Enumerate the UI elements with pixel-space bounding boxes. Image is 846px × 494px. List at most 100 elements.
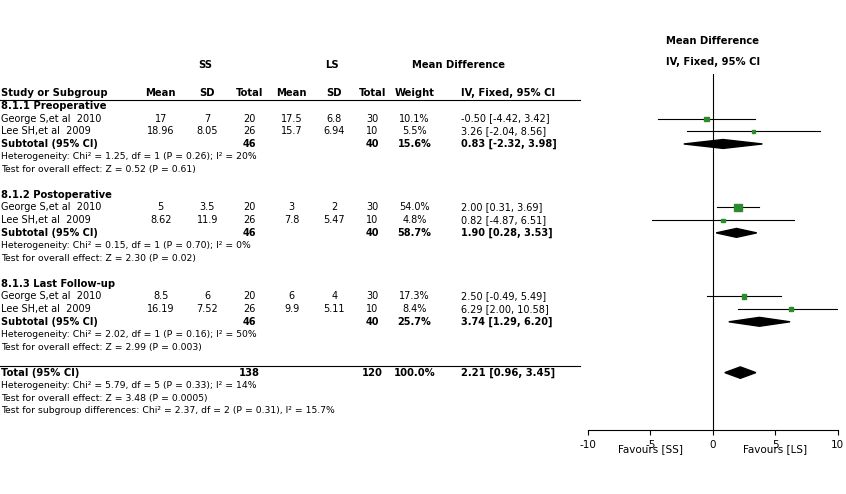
Text: Total: Total: [359, 88, 386, 98]
Text: 8.62: 8.62: [150, 215, 172, 225]
Text: -0.50 [-4.42, 3.42]: -0.50 [-4.42, 3.42]: [461, 114, 550, 124]
Text: Subtotal (95% CI): Subtotal (95% CI): [1, 139, 98, 149]
Text: 46: 46: [243, 228, 256, 238]
Text: 100.0%: 100.0%: [393, 368, 436, 377]
Text: Lee SH,et al  2009: Lee SH,et al 2009: [1, 126, 91, 136]
Text: 4: 4: [331, 291, 338, 301]
Text: 17.3%: 17.3%: [399, 291, 430, 301]
Text: 20: 20: [244, 203, 255, 212]
Text: 6: 6: [204, 291, 211, 301]
Text: George S,et al  2010: George S,et al 2010: [1, 291, 102, 301]
Text: 40: 40: [365, 228, 379, 238]
Text: 30: 30: [366, 203, 378, 212]
Text: 6.94: 6.94: [323, 126, 345, 136]
Text: 138: 138: [239, 368, 260, 377]
Text: 5.47: 5.47: [323, 215, 345, 225]
Text: 2.00 [0.31, 3.69]: 2.00 [0.31, 3.69]: [461, 203, 542, 212]
Text: 9.9: 9.9: [284, 304, 299, 314]
Text: 10: 10: [366, 215, 378, 225]
Text: IV, Fixed, 95% CI: IV, Fixed, 95% CI: [461, 88, 555, 98]
Polygon shape: [717, 228, 756, 237]
Text: 58.7%: 58.7%: [398, 228, 431, 238]
Text: 3.5: 3.5: [200, 203, 215, 212]
Text: Subtotal (95% CI): Subtotal (95% CI): [1, 228, 98, 238]
Text: Subtotal (95% CI): Subtotal (95% CI): [1, 317, 98, 327]
Text: 8.1.3 Last Follow-up: 8.1.3 Last Follow-up: [1, 279, 115, 288]
Text: 40: 40: [365, 139, 379, 149]
Text: 11.9: 11.9: [196, 215, 218, 225]
Text: 30: 30: [366, 291, 378, 301]
Text: Test for subgroup differences: Chi² = 2.37, df = 2 (P = 0.31), I² = 15.7%: Test for subgroup differences: Chi² = 2.…: [1, 406, 335, 415]
Text: SD: SD: [327, 88, 342, 98]
Text: Heterogeneity: Chi² = 0.15, df = 1 (P = 0.70); I² = 0%: Heterogeneity: Chi² = 0.15, df = 1 (P = …: [1, 241, 250, 250]
FancyBboxPatch shape: [722, 219, 724, 222]
Text: 10: 10: [366, 304, 378, 314]
Text: Test for overall effect: Z = 2.99 (P = 0.003): Test for overall effect: Z = 2.99 (P = 0…: [1, 343, 201, 352]
Text: 25.7%: 25.7%: [398, 317, 431, 327]
Text: 18.96: 18.96: [147, 126, 174, 136]
Text: 30: 30: [366, 114, 378, 124]
Text: 17.5: 17.5: [281, 114, 303, 124]
Polygon shape: [725, 367, 755, 378]
FancyBboxPatch shape: [742, 294, 746, 298]
Text: 26: 26: [244, 304, 255, 314]
Text: 0.82 [-4.87, 6.51]: 0.82 [-4.87, 6.51]: [461, 215, 547, 225]
Text: 10.1%: 10.1%: [399, 114, 430, 124]
Text: SD: SD: [200, 88, 215, 98]
Text: Lee SH,et al  2009: Lee SH,et al 2009: [1, 304, 91, 314]
Text: Heterogeneity: Chi² = 5.79, df = 5 (P = 0.33); I² = 14%: Heterogeneity: Chi² = 5.79, df = 5 (P = …: [1, 381, 256, 390]
Text: 8.05: 8.05: [196, 126, 218, 136]
Text: 20: 20: [244, 114, 255, 124]
Text: George S,et al  2010: George S,et al 2010: [1, 203, 102, 212]
Text: 16.19: 16.19: [147, 304, 174, 314]
Text: 120: 120: [362, 368, 382, 377]
Text: Total: Total: [236, 88, 263, 98]
Text: 5: 5: [157, 203, 164, 212]
Text: 7.52: 7.52: [196, 304, 218, 314]
Text: 20: 20: [244, 291, 255, 301]
Polygon shape: [684, 139, 762, 148]
Text: 8.5: 8.5: [153, 291, 168, 301]
Text: 2.50 [-0.49, 5.49]: 2.50 [-0.49, 5.49]: [461, 291, 547, 301]
Text: 54.0%: 54.0%: [399, 203, 430, 212]
Text: 17: 17: [155, 114, 167, 124]
Text: Lee SH,et al  2009: Lee SH,et al 2009: [1, 215, 91, 225]
Text: Test for overall effect: Z = 0.52 (P = 0.61): Test for overall effect: Z = 0.52 (P = 0…: [1, 165, 195, 174]
Text: Heterogeneity: Chi² = 1.25, df = 1 (P = 0.26); I² = 20%: Heterogeneity: Chi² = 1.25, df = 1 (P = …: [1, 152, 256, 161]
FancyBboxPatch shape: [733, 204, 742, 211]
Text: 15.7: 15.7: [281, 126, 303, 136]
Text: Mean Difference: Mean Difference: [413, 60, 505, 70]
Text: 5.11: 5.11: [323, 304, 345, 314]
Text: Study or Subgroup: Study or Subgroup: [1, 88, 107, 98]
Text: LS: LS: [325, 60, 339, 70]
Text: 6.29 [2.00, 10.58]: 6.29 [2.00, 10.58]: [461, 304, 549, 314]
Text: 2.21 [0.96, 3.45]: 2.21 [0.96, 3.45]: [461, 368, 555, 378]
FancyBboxPatch shape: [705, 117, 709, 121]
Text: Test for overall effect: Z = 3.48 (P = 0.0005): Test for overall effect: Z = 3.48 (P = 0…: [1, 394, 207, 403]
Text: 26: 26: [244, 215, 255, 225]
Text: 3.74 [1.29, 6.20]: 3.74 [1.29, 6.20]: [461, 317, 552, 327]
Text: 7.8: 7.8: [284, 215, 299, 225]
Text: 8.1.1 Preoperative: 8.1.1 Preoperative: [1, 101, 107, 111]
Text: 6: 6: [288, 291, 295, 301]
Text: 26: 26: [244, 126, 255, 136]
Text: 10: 10: [366, 126, 378, 136]
Text: 7: 7: [204, 114, 211, 124]
Text: SS: SS: [198, 60, 212, 70]
Text: Mean: Mean: [277, 88, 307, 98]
Text: 5.5%: 5.5%: [402, 126, 427, 136]
Text: 8.4%: 8.4%: [403, 304, 426, 314]
Text: Total (95% CI): Total (95% CI): [1, 368, 80, 377]
Text: Favours [SS]: Favours [SS]: [618, 444, 683, 454]
Text: IV, Fixed, 95% CI: IV, Fixed, 95% CI: [666, 57, 760, 67]
Text: 2: 2: [331, 203, 338, 212]
FancyBboxPatch shape: [752, 129, 755, 133]
Text: 0.83 [-2.32, 3.98]: 0.83 [-2.32, 3.98]: [461, 139, 557, 149]
Text: Heterogeneity: Chi² = 2.02, df = 1 (P = 0.16); I² = 50%: Heterogeneity: Chi² = 2.02, df = 1 (P = …: [1, 330, 256, 339]
Text: 6.8: 6.8: [327, 114, 342, 124]
Text: George S,et al  2010: George S,et al 2010: [1, 114, 102, 124]
Text: Mean: Mean: [146, 88, 176, 98]
Text: 15.6%: 15.6%: [398, 139, 431, 149]
Text: 46: 46: [243, 139, 256, 149]
Text: Weight: Weight: [394, 88, 435, 98]
